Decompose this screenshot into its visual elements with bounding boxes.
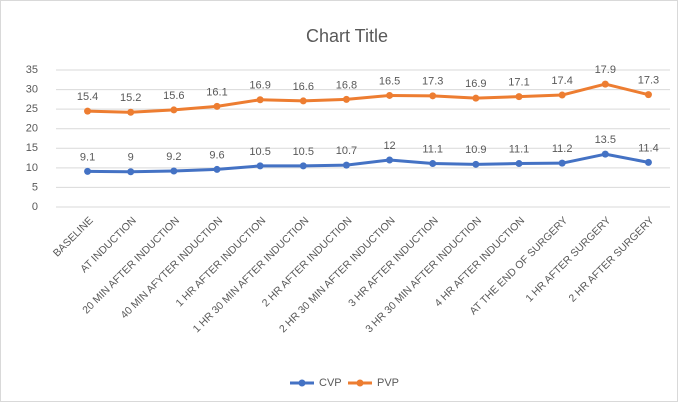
- data-label: 17.3: [422, 76, 443, 88]
- point: [386, 156, 394, 164]
- data-label: 17.1: [508, 77, 529, 89]
- point: [170, 167, 178, 175]
- point: [342, 95, 350, 103]
- y-tick-label: 25: [26, 103, 38, 115]
- legend-marker: [298, 379, 306, 387]
- data-label: 11.4: [638, 142, 659, 154]
- point: [342, 161, 350, 169]
- chart-title: Chart Title: [306, 26, 388, 46]
- point: [644, 91, 652, 99]
- point: [213, 102, 221, 110]
- line-series: [87, 82, 649, 114]
- point: [429, 160, 437, 168]
- y-tick-label: 15: [26, 142, 38, 154]
- data-label: 11.1: [509, 143, 530, 155]
- data-label: 16.5: [379, 75, 400, 87]
- point: [256, 162, 264, 170]
- point: [601, 150, 609, 158]
- point: [558, 159, 566, 167]
- point: [429, 92, 437, 100]
- data-label: 16.1: [206, 86, 227, 98]
- point: [127, 168, 135, 176]
- data-label: 15.4: [77, 91, 98, 103]
- data-label: 15.6: [163, 90, 184, 102]
- data-label: 15.2: [120, 92, 141, 104]
- point: [213, 165, 221, 173]
- point: [299, 162, 307, 170]
- data-label: 9: [128, 152, 134, 164]
- legend-label: CVP: [319, 377, 342, 389]
- point: [515, 93, 523, 101]
- point: [558, 91, 566, 99]
- data-label: 16.9: [465, 78, 486, 90]
- data-label: 9.1: [80, 151, 95, 163]
- point: [472, 160, 480, 168]
- point: [472, 94, 480, 102]
- point: [84, 167, 92, 175]
- data-label: 17.9: [595, 64, 616, 76]
- data-label: 13.5: [595, 134, 616, 146]
- point: [256, 96, 264, 104]
- data-label: 10.5: [249, 146, 270, 158]
- data-label: 10.7: [336, 145, 357, 157]
- line-series: [87, 152, 649, 174]
- data-label: 11.2: [552, 143, 573, 155]
- data-label: 11.1: [422, 143, 443, 155]
- data-label: 10.9: [465, 144, 486, 156]
- data-label: 17.3: [638, 75, 659, 87]
- point: [299, 97, 307, 105]
- point: [601, 80, 609, 88]
- y-tick-label: 10: [26, 162, 38, 174]
- data-label: 16.9: [249, 80, 270, 92]
- point: [644, 158, 652, 166]
- y-tick-label: 35: [26, 64, 38, 76]
- data-label: 10.5: [293, 146, 314, 158]
- data-label: 12: [383, 140, 395, 152]
- data-label: 17.4: [551, 75, 572, 87]
- legend-label: PVP: [377, 377, 399, 389]
- data-label: 16.6: [293, 81, 314, 93]
- y-tick-label: 30: [26, 83, 38, 95]
- point: [84, 107, 92, 115]
- data-label: 9.2: [166, 151, 181, 163]
- point: [386, 91, 394, 99]
- point: [127, 108, 135, 116]
- point: [170, 106, 178, 114]
- y-tick-label: 0: [32, 201, 38, 213]
- y-tick-label: 20: [26, 123, 38, 135]
- data-label: 16.8: [336, 79, 357, 91]
- point: [515, 160, 523, 168]
- data-label: 9.6: [209, 149, 224, 161]
- y-tick-label: 5: [32, 181, 38, 193]
- legend-marker: [356, 379, 364, 387]
